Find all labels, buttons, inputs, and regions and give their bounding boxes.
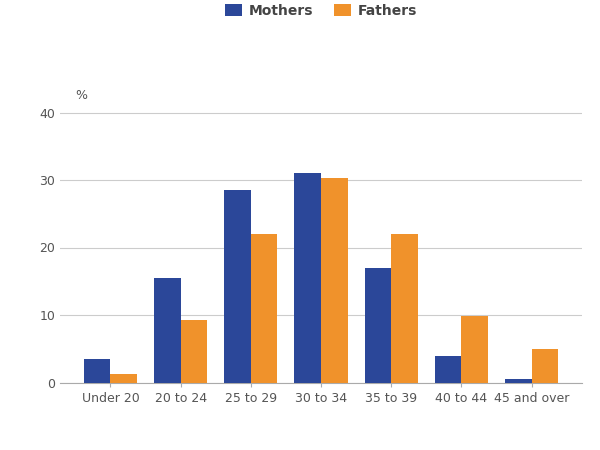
Bar — [154, 278, 181, 382]
Text: %: % — [76, 90, 88, 103]
Bar — [321, 178, 347, 382]
Legend: Mothers, Fathers: Mothers, Fathers — [220, 0, 422, 23]
Bar — [251, 234, 277, 382]
Bar — [181, 320, 207, 382]
Bar — [505, 379, 532, 382]
Bar — [391, 234, 418, 382]
Bar — [84, 359, 110, 382]
Bar — [365, 268, 391, 382]
Bar — [110, 374, 137, 382]
Bar — [435, 356, 461, 382]
Bar — [461, 316, 488, 382]
Bar — [224, 190, 251, 382]
Bar — [532, 349, 558, 382]
Bar — [295, 173, 321, 382]
